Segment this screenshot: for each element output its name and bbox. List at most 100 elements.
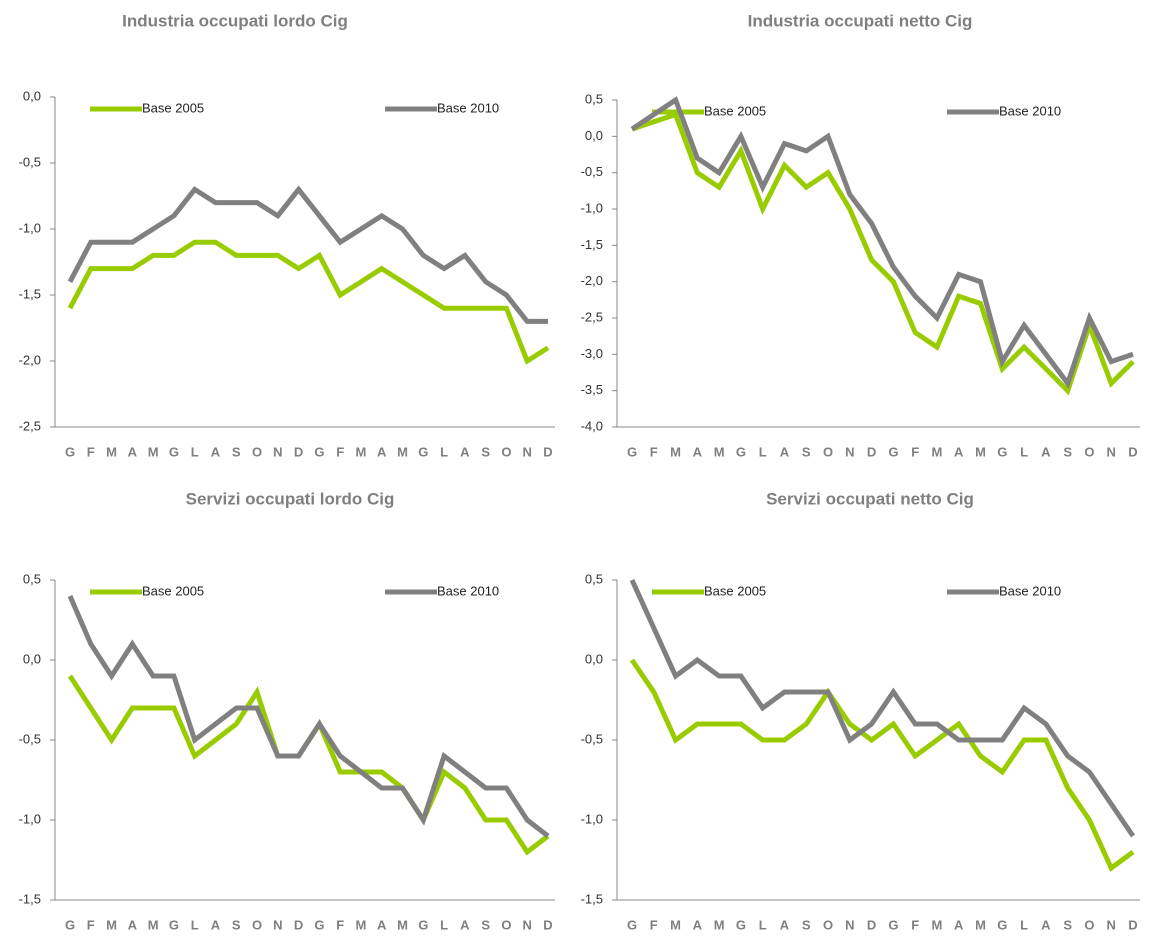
x-tick-label: A xyxy=(1041,444,1051,459)
x-tick-label: M xyxy=(106,444,117,459)
y-tick-label: -1,0 xyxy=(19,220,41,235)
x-tick-label: M xyxy=(932,444,943,459)
x-tick-label: F xyxy=(336,444,344,459)
y-tick-label: -0,5 xyxy=(19,731,41,746)
y-tick-label: -2,0 xyxy=(581,273,603,288)
y-tick-label: 0,0 xyxy=(585,651,603,666)
x-tick-label: G xyxy=(627,917,637,932)
x-tick-label: M xyxy=(714,917,725,932)
x-tick-label: G xyxy=(314,444,324,459)
x-tick-label: A xyxy=(693,444,703,459)
x-tick-label: G xyxy=(627,444,637,459)
x-tick-label: M xyxy=(356,444,367,459)
series-line xyxy=(629,578,1136,838)
x-tick-label: M xyxy=(148,917,159,932)
x-tick-label: S xyxy=(802,917,811,932)
x-tick-label: A xyxy=(954,917,964,932)
y-tick-label: -0,5 xyxy=(581,731,603,746)
y-tick-label: -1,5 xyxy=(19,286,41,301)
y-tick-label: 0,0 xyxy=(23,88,41,103)
x-tick-label: D xyxy=(867,917,876,932)
series-line xyxy=(67,595,550,838)
legend-label: Base 2010 xyxy=(437,583,499,598)
x-tick-label: F xyxy=(911,917,919,932)
x-tick-label: F xyxy=(87,444,95,459)
x-tick-label: O xyxy=(501,917,511,932)
x-tick-label: S xyxy=(802,444,811,459)
x-tick-label: N xyxy=(1107,917,1116,932)
x-tick-label: M xyxy=(932,917,943,932)
y-tick-label: 0,0 xyxy=(23,651,41,666)
x-tick-label: D xyxy=(543,917,552,932)
legend-label: Base 2010 xyxy=(999,583,1061,598)
x-tick-label: L xyxy=(440,444,448,459)
x-tick-label: F xyxy=(650,917,658,932)
y-tick-label: -0,5 xyxy=(19,154,41,169)
x-tick-label: G xyxy=(65,444,75,459)
series-line xyxy=(67,239,550,365)
x-tick-label: S xyxy=(481,917,490,932)
x-tick-label: M xyxy=(670,917,681,932)
legend-label: Base 2005 xyxy=(704,583,766,598)
x-tick-label: G xyxy=(314,917,324,932)
y-tick-label: -0,5 xyxy=(581,164,603,179)
y-tick-label: -3,5 xyxy=(581,382,603,397)
x-tick-label: O xyxy=(252,444,262,459)
legend-label: Base 2005 xyxy=(142,583,204,598)
x-tick-label: M xyxy=(397,917,408,932)
x-tick-label: D xyxy=(867,444,876,459)
x-tick-label: G xyxy=(888,917,898,932)
x-tick-label: G xyxy=(736,444,746,459)
x-tick-label: F xyxy=(911,444,919,459)
x-tick-label: O xyxy=(252,917,262,932)
legend-label: Base 2010 xyxy=(437,100,499,115)
x-tick-label: L xyxy=(759,444,767,459)
x-tick-label: S xyxy=(481,444,490,459)
series-line xyxy=(67,185,548,324)
y-tick-label: -4,0 xyxy=(581,418,603,433)
y-tick-label: -1,0 xyxy=(19,811,41,826)
x-tick-label: S xyxy=(232,444,241,459)
chart-title: Servizi occupati netto Cig xyxy=(766,489,974,508)
x-tick-label: N xyxy=(273,917,282,932)
y-tick-label: -1,5 xyxy=(581,891,603,906)
x-tick-label: A xyxy=(954,444,964,459)
legend-label: Base 2005 xyxy=(704,103,766,118)
y-tick-label: -2,0 xyxy=(19,352,41,367)
x-tick-label: G xyxy=(418,917,428,932)
x-tick-label: S xyxy=(1063,917,1072,932)
x-tick-label: M xyxy=(106,917,117,932)
x-tick-label: O xyxy=(1084,444,1094,459)
x-tick-label: D xyxy=(543,444,552,459)
x-tick-label: N xyxy=(1107,444,1116,459)
chart-title: Industria occupati lordo Cig xyxy=(122,11,348,30)
x-tick-label: L xyxy=(191,917,199,932)
x-tick-label: L xyxy=(1020,444,1028,459)
x-tick-label: N xyxy=(523,917,532,932)
x-tick-label: G xyxy=(736,917,746,932)
x-tick-label: M xyxy=(975,917,986,932)
x-tick-label: M xyxy=(714,444,725,459)
x-tick-label: A xyxy=(780,917,790,932)
x-tick-label: N xyxy=(523,444,532,459)
x-tick-label: L xyxy=(759,917,767,932)
x-tick-label: F xyxy=(650,444,658,459)
y-tick-label: -3,0 xyxy=(581,346,603,361)
y-tick-label: -1,0 xyxy=(581,811,603,826)
x-tick-label: A xyxy=(377,917,387,932)
x-tick-label: N xyxy=(273,444,282,459)
x-tick-label: G xyxy=(997,444,1007,459)
legend-label: Base 2010 xyxy=(999,103,1061,118)
x-tick-label: L xyxy=(191,444,199,459)
x-tick-label: N xyxy=(845,444,854,459)
y-tick-label: -2,5 xyxy=(581,309,603,324)
x-tick-label: G xyxy=(65,917,75,932)
x-tick-label: N xyxy=(845,917,854,932)
x-tick-label: G xyxy=(997,917,1007,932)
series-line xyxy=(629,658,1135,872)
x-tick-label: G xyxy=(418,444,428,459)
x-tick-label: F xyxy=(87,917,95,932)
chart-title: Servizi occupati lordo Cig xyxy=(186,489,395,508)
x-tick-label: A xyxy=(460,444,470,459)
